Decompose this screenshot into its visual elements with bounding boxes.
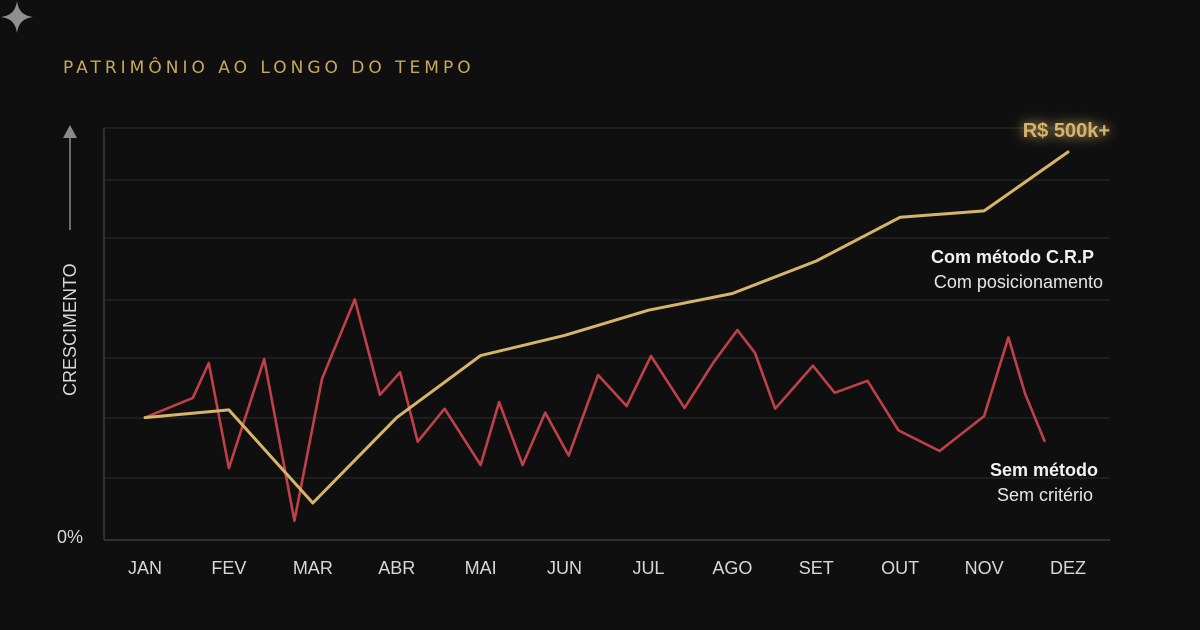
y-axis-label: CRESCIMENTO	[60, 263, 80, 396]
axes: CRESCIMENTO 0%	[57, 125, 1110, 547]
x-tick-label-set: SET	[799, 558, 834, 578]
x-tick-label-jun: JUN	[547, 558, 582, 578]
x-tick-labels: JAN FEV MAR ABR MAI JUN JUL AGO SET OUT NOV DEZ	[128, 558, 1086, 578]
series-label-com-metodo: Com método C.R.P	[931, 247, 1094, 267]
x-tick-label-fev: FEV	[211, 558, 246, 578]
series-label-sem-metodo: Sem método	[990, 460, 1098, 480]
sparkle-icon	[1, 1, 33, 33]
y-axis-arrow-icon	[63, 125, 77, 138]
x-tick-label-mar: MAR	[293, 558, 333, 578]
series-sublabel-sem-metodo: Sem critério	[997, 485, 1093, 505]
annotations: R$ 500k+ Com método C.R.P Com posicionam…	[931, 120, 1110, 505]
x-tick-label-jul: JUL	[632, 558, 664, 578]
series-sublabel-com-metodo: Com posicionamento	[934, 272, 1103, 292]
chart-title: PATRIMÔNIO AO LONGO DO TEMPO	[63, 58, 475, 78]
x-tick-label-jan: JAN	[128, 558, 162, 578]
x-tick-label-nov: NOV	[965, 558, 1004, 578]
series-line-sem-metodo	[143, 298, 1046, 523]
y-tick-label-zero: 0%	[57, 527, 83, 547]
gridlines	[104, 127, 1110, 479]
series-line-com-metodo	[143, 150, 1070, 505]
x-tick-label-ago: AGO	[712, 558, 752, 578]
x-tick-label-out: OUT	[881, 558, 919, 578]
x-tick-label-abr: ABR	[378, 558, 415, 578]
x-tick-label-dez: DEZ	[1050, 558, 1086, 578]
peak-value-label: R$ 500k+	[1023, 120, 1110, 142]
series-lines	[143, 150, 1070, 523]
x-tick-label-mai: MAI	[465, 558, 497, 578]
